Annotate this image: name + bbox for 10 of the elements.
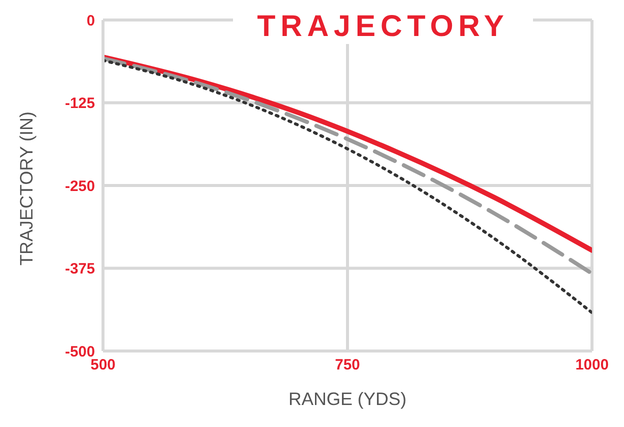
y-tick-label: 0 (86, 12, 95, 30)
x-tick-label: 1000 (575, 356, 609, 374)
y-tick-label: -125 (64, 95, 95, 112)
chart-title: TRAJECTORY (233, 10, 533, 44)
y-tick-label: -375 (64, 260, 95, 278)
line-series (103, 58, 592, 314)
y-axis-title: TRAJECTORY (IN) (16, 111, 36, 266)
x-tick-label: 750 (334, 356, 360, 374)
x-axis-title: RANGE (YDS) (288, 389, 407, 409)
y-tick-label: -250 (64, 178, 95, 195)
